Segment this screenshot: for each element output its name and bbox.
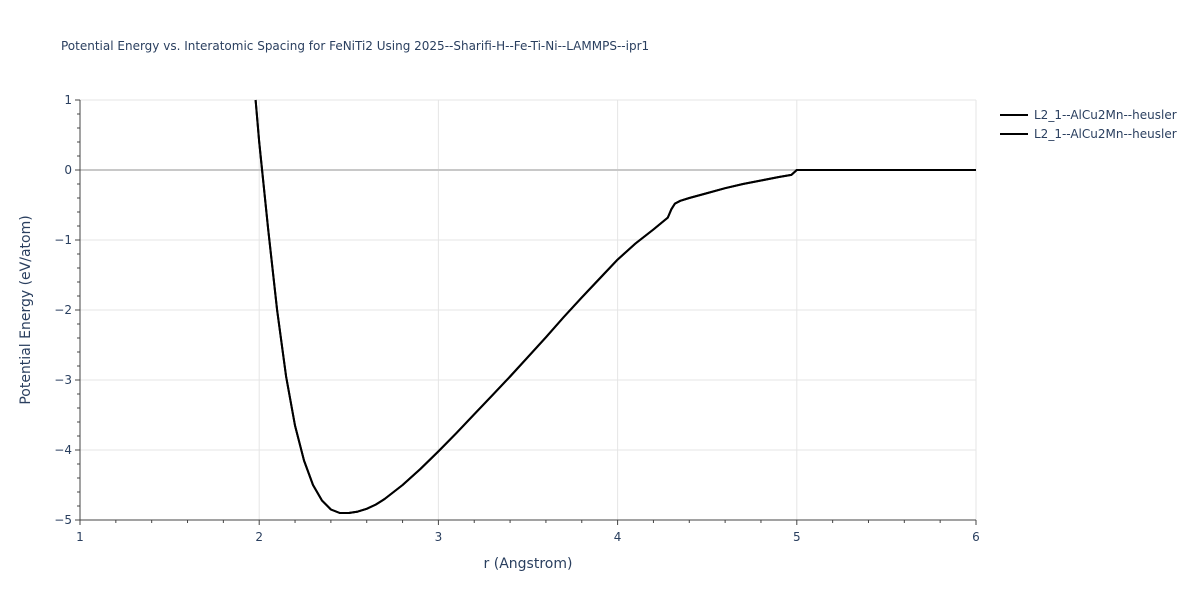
series-line-2: [254, 99, 976, 514]
y-tick-label: −2: [54, 303, 72, 317]
x-tick-label: 5: [793, 530, 801, 544]
x-axis-ticks: 1 2 3 4 5 6: [76, 520, 980, 544]
chart-title: Potential Energy vs. Interatomic Spacing…: [61, 39, 649, 53]
y-axis-ticks: 1 0 −1 −2 −3 −4 −5: [54, 93, 80, 527]
series-layer: [254, 99, 976, 514]
x-tick-label: 6: [972, 530, 980, 544]
y-tick-label: −3: [54, 373, 72, 387]
y-tick-label: −4: [54, 443, 72, 457]
x-tick-label: 1: [76, 530, 84, 544]
legend-label: L2_1--AlCu2Mn--heusler: [1034, 108, 1177, 122]
y-tick-label: −1: [54, 233, 72, 247]
x-tick-label: 2: [255, 530, 263, 544]
x-tick-label: 3: [435, 530, 443, 544]
legend-label: L2_1--AlCu2Mn--heusler: [1034, 127, 1177, 141]
y-tick-label: 0: [64, 163, 72, 177]
y-tick-label: 1: [64, 93, 72, 107]
y-tick-label: −5: [54, 513, 72, 527]
y-axis-title: Potential Energy (eV/atom): [18, 215, 34, 404]
legend: L2_1--AlCu2Mn--heusler L2_1--AlCu2Mn--heu…: [1000, 108, 1177, 141]
x-tick-label: 4: [614, 530, 622, 544]
series-line-1: [254, 99, 976, 514]
x-axis-title: r (Angstrom): [484, 556, 573, 572]
grid: [80, 99, 977, 520]
